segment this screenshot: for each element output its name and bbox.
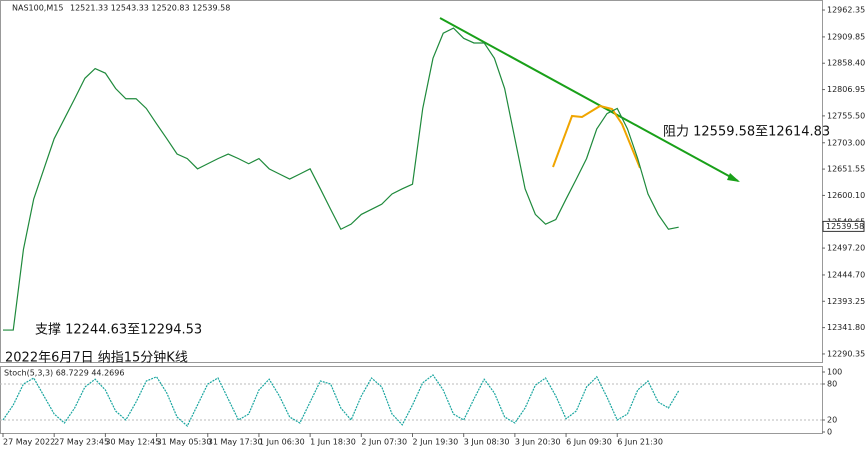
annotation: 支撑 12244.63至12294.53 xyxy=(35,323,202,338)
sub-frame xyxy=(0,366,823,434)
ohlc: 12521.33 12543.33 12520.83 12539.58 xyxy=(70,4,230,13)
y-tick-label: 12290.35 xyxy=(827,349,865,358)
price-line xyxy=(2,374,680,427)
y-tick-label: 12962.35 xyxy=(827,6,865,15)
y-tick-label: 12806.95 xyxy=(827,85,865,94)
y-tick-label: 12703.00 xyxy=(827,138,865,147)
x-tick-label: 6 Jun 09:30 xyxy=(566,438,612,447)
x-tick-label: 2 Jun 19:30 xyxy=(413,438,459,447)
x-tick-label: 30 May 12:45 xyxy=(105,438,160,447)
y-tick-label: 12444.70 xyxy=(827,270,865,279)
trend-line xyxy=(439,17,739,182)
y-tick-label: 12909.85 xyxy=(827,32,865,41)
y-tick-label: 12755.50 xyxy=(827,111,865,120)
x-tick-label: 3 Jun 20:30 xyxy=(515,438,561,447)
price-tag xyxy=(822,220,865,232)
x-tick-label: 1 Jun 06:30 xyxy=(259,438,305,447)
x-tick-label: 1 Jun 18:30 xyxy=(310,438,356,447)
y-tick-label: 0 xyxy=(827,428,832,437)
y-tick-label: 100 xyxy=(827,368,842,377)
y-tick-label: 20 xyxy=(827,416,837,425)
symbol: NAS100,M15 xyxy=(12,4,63,13)
annotation: 阻力 12559.58至12614.83 xyxy=(663,125,830,140)
x-tick-label: 6 Jun 21:30 xyxy=(617,438,663,447)
x-tick-label: 31 May 17:30 xyxy=(208,438,263,447)
price-tag-label: 12539.58 xyxy=(826,222,864,231)
y-tick-label: 12497.20 xyxy=(827,244,865,253)
x-tick-label: 27 May 23:45 xyxy=(54,438,109,447)
arrow-head xyxy=(727,173,740,182)
annotation: 2022年6月7日 纳指15分钟K线 xyxy=(5,350,188,366)
y-tick-label: 12858.40 xyxy=(827,59,865,68)
x-tick-label: 31 May 05:30 xyxy=(157,438,212,447)
y-tick-label: 80 xyxy=(827,380,837,389)
x-tick-label: 2 Jun 07:30 xyxy=(361,438,407,447)
y-tick-label: 12600.10 xyxy=(827,191,865,200)
price-line xyxy=(3,27,679,331)
main-frame xyxy=(0,0,823,363)
y-tick-label: 12393.25 xyxy=(827,297,865,306)
y-tick-label: 12341.80 xyxy=(827,323,865,332)
x-tick-label: 27 May 2022 xyxy=(3,438,55,447)
sub-title: Stoch(5,3,3) 68.7229 44.2696 xyxy=(4,369,124,378)
pattern-arrows xyxy=(552,104,641,169)
y-tick-label: 12651.55 xyxy=(827,165,865,174)
x-tick-label: 3 Jun 08:30 xyxy=(464,438,510,447)
